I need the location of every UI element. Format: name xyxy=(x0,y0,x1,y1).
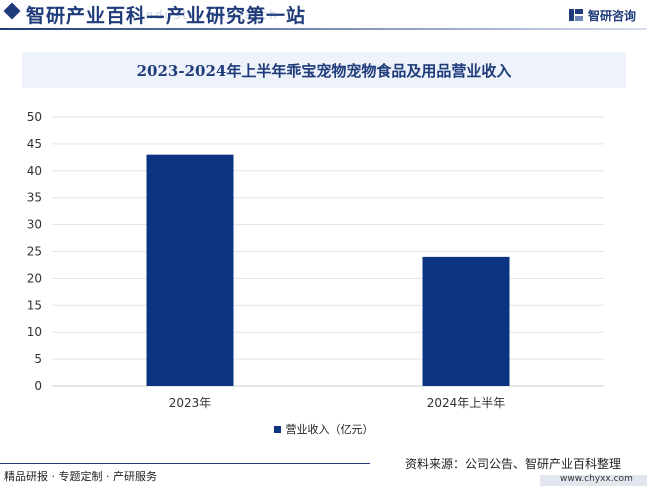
y-tick-label: 20 xyxy=(27,271,42,285)
y-tick-label: 15 xyxy=(27,298,42,312)
footer-divider xyxy=(0,463,370,464)
y-tick-label: 50 xyxy=(27,110,42,124)
chart-legend: 营业收入（亿元） xyxy=(0,421,647,437)
y-tick-label: 40 xyxy=(27,164,42,178)
source-note: 资料来源：公司公告、智研产业百科整理 xyxy=(405,457,622,471)
page-title: 智研产业百科—产业研究第一站 xyxy=(26,5,307,27)
y-tick-label: 30 xyxy=(27,218,42,232)
services-note: 精品研报 · 专题定制 · 产研服务 xyxy=(4,470,157,483)
legend-label: 营业收入（亿元） xyxy=(285,423,374,436)
url-band xyxy=(540,475,647,486)
logo-text: 智研咨询 xyxy=(588,8,637,23)
bar-0 xyxy=(146,154,234,386)
y-tick-label: 5 xyxy=(34,352,42,366)
bar-1 xyxy=(422,256,510,386)
brand-logo: 智研咨询 xyxy=(568,6,636,24)
y-tick-label: 0 xyxy=(34,379,42,393)
x-tick-label: 2024年上半年 xyxy=(427,396,506,410)
y-tick-label: 45 xyxy=(27,137,42,151)
bar-chart: 0 5 10 15 20 25 30 35 40 45 50 2023年 2024年上半年 xyxy=(27,110,604,410)
site-url: www.chyxx.com xyxy=(560,474,633,484)
chart-title-band: 2023-2024年上半年乖宝宠物宠物食品及用品营业收入 xyxy=(22,52,626,88)
y-tick-label: 10 xyxy=(27,325,42,339)
legend-swatch xyxy=(273,425,281,433)
x-tick-label: 2023年 xyxy=(169,396,212,410)
chart-title: 2023-2024年上半年乖宝宠物宠物食品及用品营业收入 xyxy=(136,61,512,80)
header-divider xyxy=(0,28,647,30)
y-tick-label: 35 xyxy=(27,191,42,205)
y-tick-label: 25 xyxy=(27,245,42,259)
diamond-icon xyxy=(3,2,21,20)
header-watermark: industry research xyxy=(140,8,279,22)
logo-icon xyxy=(569,9,583,21)
header: industry research 智研产业百科—产业研究第一站 智研咨询 xyxy=(0,0,647,30)
